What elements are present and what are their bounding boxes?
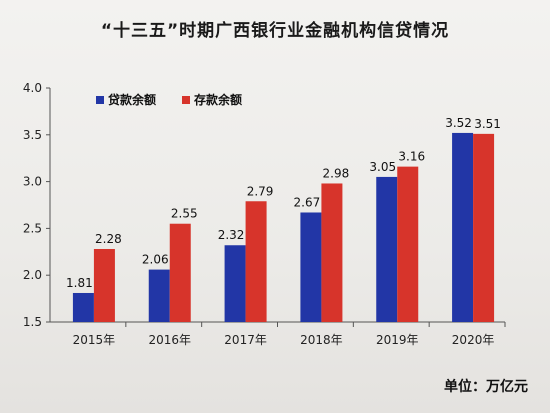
bar-loan bbox=[148, 269, 170, 322]
data-label: 3.51 bbox=[474, 117, 501, 131]
data-label: 2.79 bbox=[247, 184, 274, 198]
data-label: 3.52 bbox=[445, 116, 472, 130]
y-tick-label: 3.5 bbox=[23, 128, 42, 142]
legend-swatch bbox=[96, 96, 104, 104]
y-tick-label: 3.0 bbox=[23, 175, 42, 189]
data-label: 3.16 bbox=[398, 150, 425, 164]
data-label: 2.06 bbox=[142, 253, 169, 267]
legend-swatch bbox=[182, 96, 190, 104]
bar-deposit bbox=[397, 166, 419, 322]
y-tick-label: 2.0 bbox=[23, 268, 42, 282]
x-category-label: 2017年 bbox=[224, 333, 267, 347]
data-label: 1.81 bbox=[66, 276, 93, 290]
bar-loan bbox=[300, 212, 322, 322]
bar-loan bbox=[376, 176, 398, 322]
y-tick-label: 1.5 bbox=[23, 315, 42, 329]
data-label: 2.55 bbox=[171, 207, 198, 221]
data-label: 2.67 bbox=[294, 195, 321, 209]
unit-label: 单位：万亿元 bbox=[444, 379, 528, 395]
chart-title: “十三五”时期广西银行业金融机构信贷情况 bbox=[100, 21, 450, 41]
bar-deposit bbox=[93, 248, 115, 322]
bar-deposit bbox=[245, 201, 267, 322]
y-tick-label: 4.0 bbox=[23, 81, 42, 95]
bar-deposit bbox=[321, 183, 343, 322]
data-label: 3.05 bbox=[369, 160, 396, 174]
bar-loan bbox=[224, 245, 246, 322]
x-category-label: 2015年 bbox=[73, 333, 116, 347]
bar-deposit bbox=[473, 133, 495, 322]
data-label: 2.32 bbox=[218, 228, 245, 242]
bar-loan bbox=[72, 292, 94, 322]
data-label: 2.98 bbox=[323, 166, 350, 180]
data-label: 2.28 bbox=[95, 232, 122, 246]
x-category-label: 2020年 bbox=[452, 333, 495, 347]
x-category-label: 2016年 bbox=[148, 333, 191, 347]
x-category-label: 2019年 bbox=[376, 333, 419, 347]
x-category-label: 2018年 bbox=[300, 333, 343, 347]
bar-deposit bbox=[169, 223, 191, 322]
legend-label: 存款余额 bbox=[193, 92, 242, 107]
y-tick-label: 2.5 bbox=[23, 221, 42, 235]
bar-loan bbox=[452, 132, 474, 322]
legend-label: 贷款余额 bbox=[108, 92, 156, 107]
